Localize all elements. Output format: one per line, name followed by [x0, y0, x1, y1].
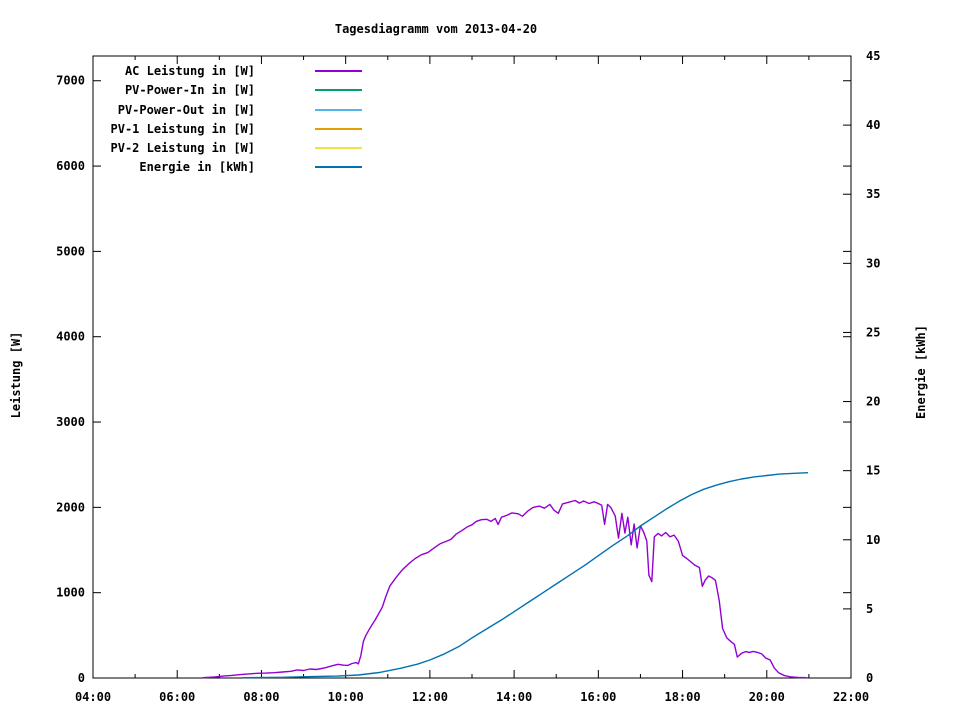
svg-text:0: 0	[78, 671, 85, 685]
svg-text:16:00: 16:00	[580, 690, 616, 704]
svg-text:22:00: 22:00	[833, 690, 869, 704]
legend-color-line	[315, 89, 362, 91]
legend-color-line	[315, 70, 362, 72]
svg-text:1000: 1000	[56, 586, 85, 600]
svg-text:14:00: 14:00	[496, 690, 532, 704]
svg-text:7000: 7000	[56, 74, 85, 88]
svg-text:5: 5	[866, 602, 873, 616]
legend-label: AC Leistung in [W]	[124, 64, 255, 78]
legend-label: PV-2 Leistung in [W]	[110, 141, 256, 155]
svg-text:6000: 6000	[56, 159, 85, 173]
svg-text:35: 35	[866, 187, 880, 201]
chart-title: Tagesdiagramm vom 2013-04-20	[334, 22, 538, 36]
svg-text:30: 30	[866, 256, 880, 270]
svg-text:18:00: 18:00	[664, 690, 700, 704]
legend-label: PV-Power-Out in [W]	[117, 103, 255, 117]
svg-text:40: 40	[866, 118, 880, 132]
svg-text:15: 15	[866, 464, 880, 478]
svg-text:5000: 5000	[56, 244, 85, 258]
svg-text:4000: 4000	[56, 330, 85, 344]
svg-text:20: 20	[866, 395, 880, 409]
legend-color-line	[315, 147, 362, 149]
svg-text:10:00: 10:00	[328, 690, 364, 704]
legend-label: Energie in [kWh]	[139, 160, 255, 174]
svg-text:12:00: 12:00	[412, 690, 448, 704]
svg-text:2000: 2000	[56, 500, 85, 514]
svg-text:06:00: 06:00	[159, 690, 195, 704]
svg-text:10: 10	[866, 533, 880, 547]
legend-color-line	[315, 109, 362, 111]
svg-text:08:00: 08:00	[243, 690, 279, 704]
svg-text:3000: 3000	[56, 415, 85, 429]
svg-text:04:00: 04:00	[75, 690, 111, 704]
legend-label: PV-1 Leistung in [W]	[110, 122, 256, 136]
legend-color-line	[315, 128, 362, 130]
svg-text:20:00: 20:00	[749, 690, 785, 704]
legend-color-line	[315, 166, 362, 168]
svg-text:0: 0	[866, 671, 873, 685]
svg-text:25: 25	[866, 325, 880, 339]
svg-text:45: 45	[866, 49, 880, 63]
legend-label: PV-Power-In in [W]	[124, 83, 255, 97]
